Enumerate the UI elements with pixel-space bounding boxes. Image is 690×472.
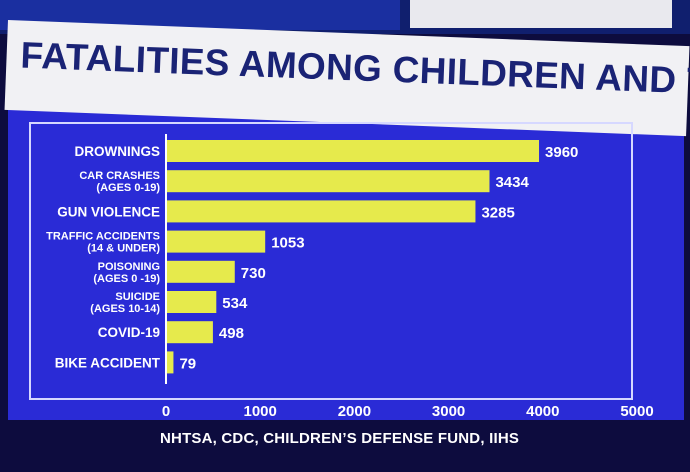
x-tick-label: 5000: [620, 403, 653, 420]
plot-frame: [29, 122, 633, 400]
data-label: 1053: [271, 235, 304, 252]
bar: [167, 351, 174, 374]
bar: [167, 200, 476, 223]
x-tick-label: 3000: [432, 403, 465, 420]
category-label: SUICIDE (AGES 10-14): [90, 291, 160, 315]
bar: [167, 321, 213, 344]
category-label: TRAFFIC ACCIDENTS (14 & UNDER): [46, 231, 160, 255]
category-label: CAR CRASHES (AGES 0-19): [79, 170, 160, 194]
bar: [167, 170, 490, 193]
data-label: 3285: [481, 204, 514, 221]
background-screen-right: [410, 0, 672, 28]
data-label: 498: [219, 325, 244, 342]
category-label: BIKE ACCIDENT: [55, 355, 161, 370]
x-tick-label: 2000: [338, 403, 371, 420]
data-label: 730: [241, 265, 266, 282]
x-tick-label: 0: [162, 403, 170, 420]
data-label: 79: [179, 355, 196, 372]
bar: [167, 291, 217, 313]
category-label: DROWNINGS: [75, 144, 161, 159]
x-tick-label: 4000: [526, 403, 559, 420]
data-label: 534: [222, 295, 248, 312]
bar: [167, 230, 266, 253]
bar: [167, 260, 235, 283]
bar: [167, 140, 540, 162]
x-tick-label: 1000: [244, 403, 277, 420]
category-label: POISONING (AGES 0 -19): [93, 261, 160, 285]
data-label: 3960: [545, 144, 578, 161]
category-label: COVID-19: [98, 325, 160, 340]
source-credit: NHTSA, CDC, CHILDREN’S DEFENSE FUND, IIH…: [160, 430, 520, 447]
category-label: GUN VIOLENCE: [57, 204, 160, 219]
data-label: 3434: [495, 174, 529, 191]
